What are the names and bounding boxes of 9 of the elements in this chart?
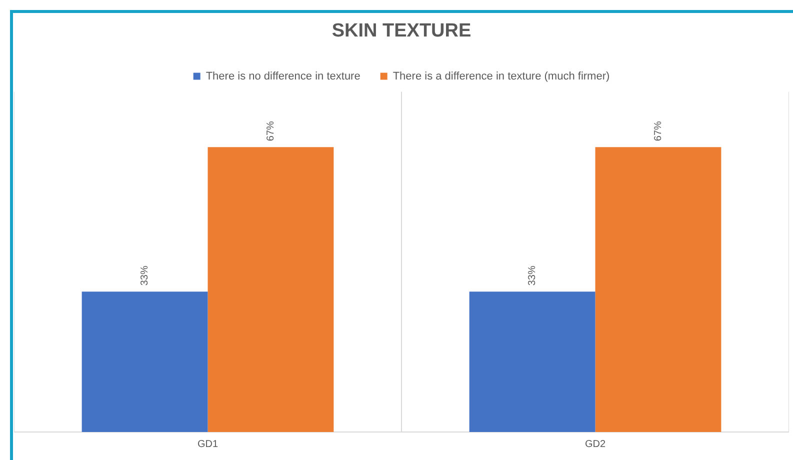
legend-label: There is no difference in texture (206, 70, 360, 82)
chart-title: SKIN TEXTURE (332, 20, 472, 42)
data-label: 33% (527, 266, 538, 286)
data-label: 33% (140, 266, 151, 286)
x-tick-label: GD2 (584, 438, 606, 450)
legend-label: There is a difference in texture (much firmer) (392, 70, 610, 82)
x-tick-label: GD1 (197, 438, 218, 450)
data-label: 67% (652, 120, 664, 142)
data-label: 67% (265, 120, 276, 142)
